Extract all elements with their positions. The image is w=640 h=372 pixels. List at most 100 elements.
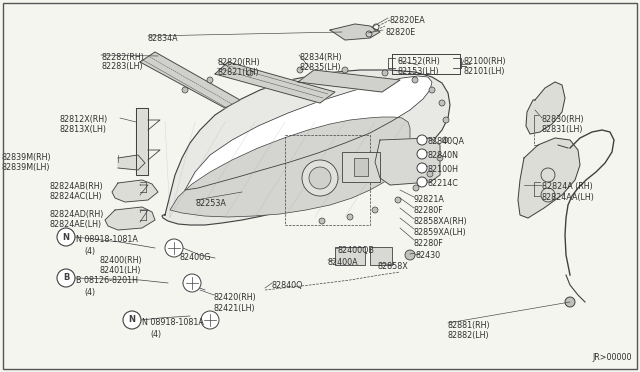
Text: 82400A: 82400A — [328, 258, 358, 267]
Text: 82831(LH): 82831(LH) — [542, 125, 584, 134]
Text: 82400G: 82400G — [179, 253, 211, 262]
Text: (4): (4) — [150, 330, 161, 339]
Circle shape — [417, 149, 427, 159]
Circle shape — [405, 250, 415, 260]
Text: 82100H: 82100H — [428, 165, 459, 174]
Text: (4): (4) — [84, 288, 95, 297]
Text: 82101(LH): 82101(LH) — [464, 67, 506, 76]
Text: 82840Q: 82840Q — [272, 281, 303, 290]
Polygon shape — [105, 207, 155, 230]
Circle shape — [201, 311, 219, 329]
Text: 82839M(RH): 82839M(RH) — [2, 153, 52, 162]
Polygon shape — [140, 52, 240, 108]
Circle shape — [207, 77, 213, 83]
Text: 82421(LH): 82421(LH) — [214, 304, 255, 313]
Polygon shape — [118, 155, 145, 170]
Circle shape — [309, 167, 331, 189]
Text: 82881(RH): 82881(RH) — [448, 321, 491, 330]
Polygon shape — [526, 82, 565, 134]
Circle shape — [417, 135, 427, 145]
Bar — [354, 158, 368, 176]
Polygon shape — [185, 76, 432, 190]
Text: 82824A (RH): 82824A (RH) — [542, 182, 593, 191]
Polygon shape — [170, 117, 410, 217]
Text: 82824AC(LH): 82824AC(LH) — [50, 192, 102, 201]
Text: 82280F: 82280F — [414, 206, 444, 215]
Circle shape — [342, 67, 348, 73]
Text: (4): (4) — [84, 247, 95, 256]
Text: 82430: 82430 — [415, 251, 440, 260]
Polygon shape — [215, 62, 335, 103]
Circle shape — [413, 185, 419, 191]
Bar — [335, 247, 365, 265]
Text: 82840QA: 82840QA — [428, 137, 465, 146]
Text: 82282(RH): 82282(RH) — [101, 53, 144, 62]
Text: 82859XA(LH): 82859XA(LH) — [414, 228, 467, 237]
Text: 82420(RH): 82420(RH) — [214, 293, 257, 302]
Circle shape — [183, 274, 201, 292]
Text: 82834A: 82834A — [148, 34, 179, 43]
Text: 82100(RH): 82100(RH) — [464, 57, 507, 66]
Circle shape — [439, 100, 445, 106]
Text: 82820(RH): 82820(RH) — [218, 58, 260, 67]
Text: 82834(RH): 82834(RH) — [299, 53, 342, 62]
Polygon shape — [136, 108, 148, 175]
Circle shape — [319, 218, 325, 224]
Text: 82824AD(RH): 82824AD(RH) — [50, 210, 104, 219]
Text: 82401(LH): 82401(LH) — [99, 266, 141, 275]
Text: 82813X(LH): 82813X(LH) — [60, 125, 107, 134]
Polygon shape — [298, 70, 400, 92]
Polygon shape — [330, 24, 380, 40]
Circle shape — [372, 207, 378, 213]
Text: 82824AA(LH): 82824AA(LH) — [542, 193, 595, 202]
Circle shape — [443, 117, 449, 123]
Text: 82821(LH): 82821(LH) — [218, 68, 260, 77]
Text: 82820EA: 82820EA — [390, 16, 426, 25]
Circle shape — [247, 70, 253, 76]
Polygon shape — [112, 180, 158, 202]
Circle shape — [565, 297, 575, 307]
Circle shape — [442, 137, 448, 143]
Text: 92821A: 92821A — [414, 195, 445, 204]
Text: 82882(LH): 82882(LH) — [448, 331, 490, 340]
Circle shape — [57, 228, 75, 246]
Polygon shape — [375, 138, 440, 185]
Circle shape — [429, 87, 435, 93]
Text: B 08126-8201H: B 08126-8201H — [76, 276, 138, 285]
Text: 82152(RH): 82152(RH) — [398, 57, 441, 66]
Text: 82858XA(RH): 82858XA(RH) — [414, 217, 468, 226]
Text: 82858X: 82858X — [377, 262, 408, 271]
Text: JR>00000: JR>00000 — [592, 353, 632, 362]
Text: B: B — [63, 273, 69, 282]
Polygon shape — [518, 138, 580, 218]
Text: 82253A: 82253A — [196, 199, 227, 208]
Text: 82840N: 82840N — [428, 151, 459, 160]
Text: 82824AB(RH): 82824AB(RH) — [50, 182, 104, 191]
Circle shape — [297, 67, 303, 73]
Text: N: N — [129, 315, 136, 324]
Text: 82283(LH): 82283(LH) — [101, 62, 143, 71]
Text: 82824AE(LH): 82824AE(LH) — [50, 220, 102, 229]
Text: 82830(RH): 82830(RH) — [542, 115, 584, 124]
Circle shape — [302, 160, 338, 196]
Text: N 08918-1081A: N 08918-1081A — [76, 235, 138, 244]
Circle shape — [412, 77, 418, 83]
Text: N: N — [63, 232, 70, 241]
Text: 82820E: 82820E — [385, 28, 415, 37]
Circle shape — [437, 155, 443, 161]
Text: 82812X(RH): 82812X(RH) — [60, 115, 108, 124]
Circle shape — [382, 70, 388, 76]
Circle shape — [57, 269, 75, 287]
Polygon shape — [162, 70, 450, 225]
Text: 82400QB: 82400QB — [338, 246, 375, 255]
Circle shape — [165, 239, 183, 257]
Bar — [370, 247, 392, 265]
Circle shape — [123, 311, 141, 329]
Circle shape — [427, 171, 433, 177]
Circle shape — [395, 197, 401, 203]
Text: N 08918-1081A: N 08918-1081A — [142, 318, 204, 327]
Bar — [342, 152, 380, 182]
Text: 82400(RH): 82400(RH) — [99, 256, 141, 265]
Text: 82280F: 82280F — [414, 239, 444, 248]
Circle shape — [417, 163, 427, 173]
